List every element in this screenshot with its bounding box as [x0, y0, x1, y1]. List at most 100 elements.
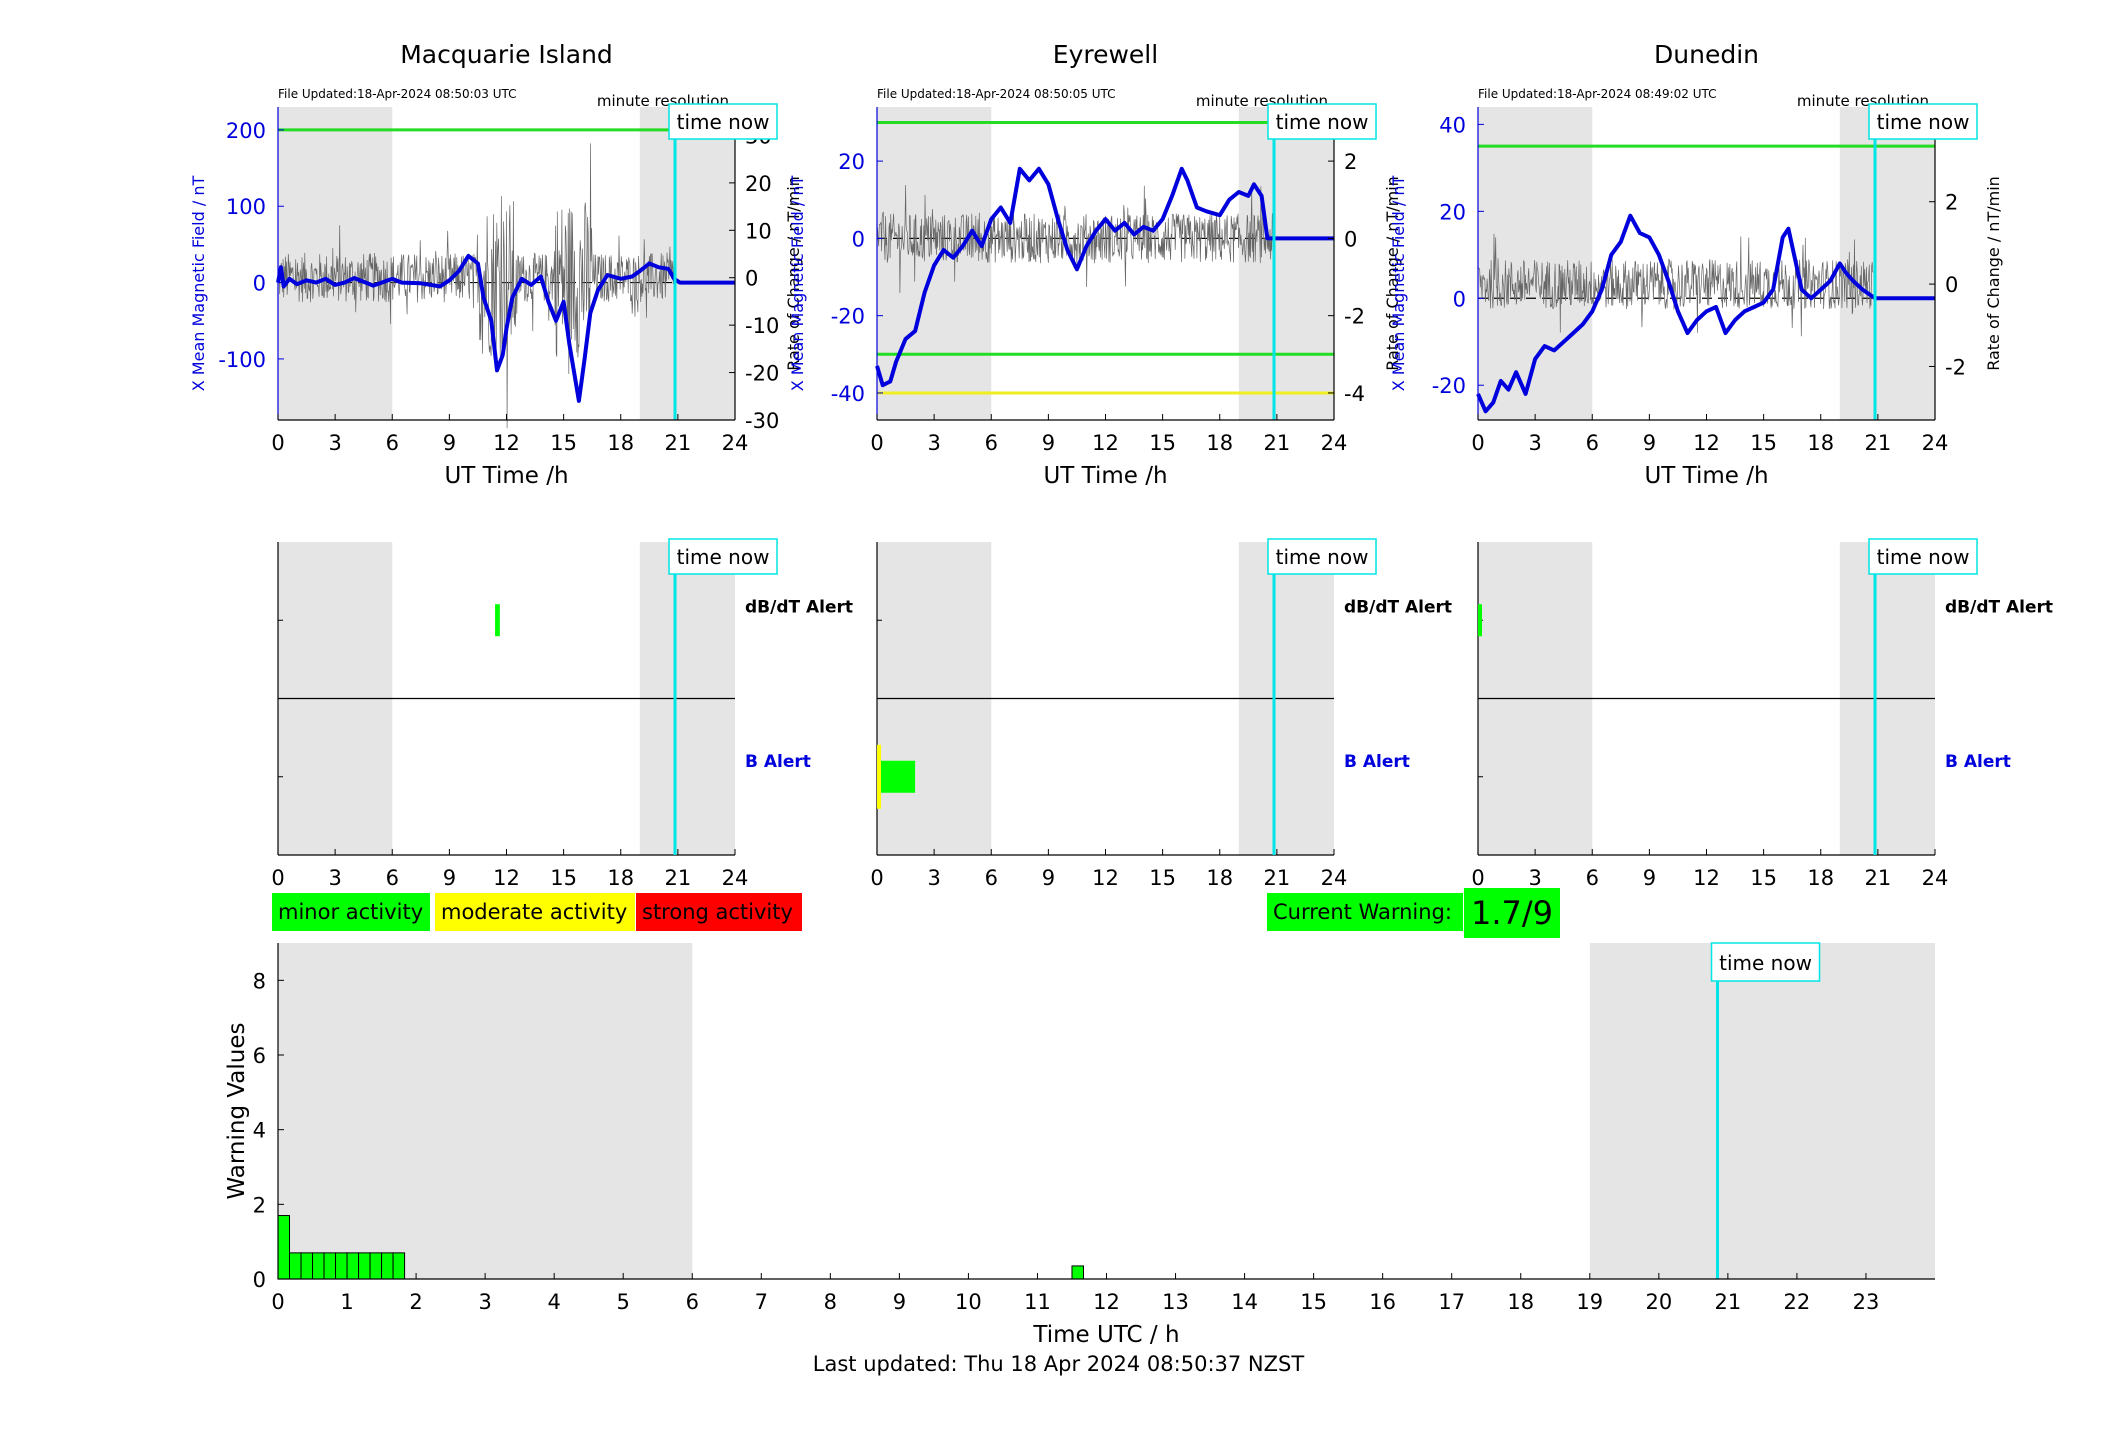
x-tick-label: 22: [1784, 1290, 1811, 1314]
x-mean-field-series: [875, 166, 1334, 388]
x-tick-label: 12: [1693, 866, 1720, 890]
y-axis-label-left: X Mean Magnetic Field / nT: [189, 176, 208, 392]
x-tick-label: 5: [617, 1290, 630, 1314]
x-tick-label: 0: [271, 431, 284, 455]
x-tick-label: 15: [550, 431, 577, 455]
time-now-box: [1868, 538, 1978, 575]
b-alert-label: B Alert: [745, 752, 811, 772]
y-tick-label-right: 0: [745, 267, 758, 291]
time-now-label: time now: [1276, 545, 1369, 569]
y-tick-label-right: -10: [745, 314, 779, 338]
y-tick-label-left: -40: [831, 382, 865, 406]
x-tick-label: 0: [271, 866, 284, 890]
current-warning-value: 1.7/9: [1464, 888, 1560, 938]
x-tick-label: 3: [1528, 431, 1541, 455]
y-axis-label-left: X Mean Magnetic Field / nT: [1389, 176, 1408, 392]
y-tick-label-left: 20: [838, 150, 865, 174]
alert-panel: 0 3 6 9 12 15 18 21 24 dB/dT Alert B Alert time now: [271, 538, 853, 890]
warning-bar: [335, 1252, 348, 1280]
y-tick-label-right: 2: [1945, 191, 1958, 215]
station-title: Macquarie Island: [400, 40, 613, 69]
x-tick-label: 24: [1321, 431, 1348, 455]
x-tick-label: 6: [1586, 431, 1599, 455]
x-tick-label: 9: [443, 866, 456, 890]
time-now-box: [1868, 103, 1978, 140]
y-tick-label-left: 20: [1439, 200, 1466, 224]
x-tick-label: 24: [1922, 431, 1949, 455]
x-tick-label: 0: [870, 866, 883, 890]
night-band: [1238, 107, 1334, 420]
y-tick-label: 6: [253, 1044, 266, 1068]
x-tick-label: 6: [686, 1290, 699, 1314]
x-tick-label: 12: [493, 431, 520, 455]
x-tick-label: 14: [1231, 1290, 1258, 1314]
legend-strong-activity: strong activity: [636, 893, 802, 931]
y-tick-label-left: -20: [831, 305, 865, 329]
x-tick-label: 21: [1715, 1290, 1742, 1314]
rate-of-change-series: [1477, 233, 1875, 337]
dbdt-alert-bar: [495, 604, 500, 637]
night-band: [1839, 107, 1935, 420]
x-tick-label: 18: [607, 866, 634, 890]
x-tick-label: 15: [1149, 431, 1176, 455]
alert-panel: 0 3 6 9 12 15 18 21 24 dB/dT Alert B Alert time now: [1471, 538, 2053, 890]
x-tick-label: 18: [1507, 1290, 1534, 1314]
x-axis-label: UT Time /h: [1644, 463, 1768, 489]
y-axis-label-left: X Mean Magnetic Field / nT: [788, 176, 807, 392]
warning-bar: [369, 1252, 383, 1280]
warning-bar: [323, 1252, 337, 1280]
x-tick-label: 3: [927, 866, 940, 890]
time-now-label: time now: [1877, 110, 1970, 134]
x-tick-label: 21: [665, 866, 692, 890]
station-title: Dunedin: [1654, 40, 1759, 69]
x-tick-label: 0: [1471, 431, 1484, 455]
x-tick-label: 12: [1092, 866, 1119, 890]
x-tick-label: 3: [328, 866, 341, 890]
night-band: [278, 107, 393, 420]
y-tick-label-right: -20: [745, 362, 779, 386]
x-tick-label: 24: [722, 866, 749, 890]
x-tick-label: 21: [665, 431, 692, 455]
time-now-box: [1267, 103, 1377, 140]
time-now-label: time now: [1719, 951, 1812, 975]
x-tick-label: 19: [1576, 1290, 1603, 1314]
time-now-box: [1267, 538, 1377, 575]
x-tick-label: 18: [1206, 866, 1233, 890]
y-tick-label-right: -30: [745, 409, 779, 433]
y-tick-label-right: -2: [1344, 305, 1365, 329]
y-tick-label-left: 100: [226, 195, 266, 219]
x-tick-label: 0: [870, 431, 883, 455]
b-alert-bar: [877, 760, 916, 793]
x-tick-label: 15: [1750, 866, 1777, 890]
y-tick-label-right: 0: [1945, 273, 1958, 297]
x-tick-label: 24: [722, 431, 749, 455]
x-tick-label: 15: [550, 866, 577, 890]
x-tick-label: 15: [1149, 866, 1176, 890]
station-title: Eyrewell: [1053, 40, 1158, 69]
x-tick-label: 9: [893, 1290, 906, 1314]
y-tick-label: 8: [253, 969, 266, 993]
x-tick-label: 18: [1807, 866, 1834, 890]
x-tick-label: 24: [1922, 866, 1949, 890]
x-tick-label: 6: [386, 431, 399, 455]
dbdt-alert-label: dB/dT Alert: [1344, 597, 1452, 617]
dbdt-alert-bar: [1478, 604, 1482, 637]
x-axis-label: Time UTC / h: [1032, 1322, 1179, 1348]
y-axis-label: Warning Values: [224, 1022, 250, 1199]
y-axis-label-right: Rate of Change / nT/min: [784, 176, 803, 371]
x-tick-label: 7: [755, 1290, 768, 1314]
file-updated-label: File Updated:18-Apr-2024 08:50:03 UTC: [278, 87, 517, 101]
warning-bar: [358, 1252, 371, 1280]
warning-bar: [346, 1252, 360, 1280]
file-updated-label: File Updated:18-Apr-2024 08:49:02 UTC: [1478, 87, 1717, 101]
time-now-box: [668, 538, 778, 575]
y-tick-label: 2: [253, 1193, 266, 1217]
x-mean-field-series: [276, 253, 735, 403]
x-tick-label: 0: [1471, 866, 1484, 890]
x-tick-label: 3: [927, 431, 940, 455]
y-axis-label-right: Rate of Change / nT/min: [1383, 176, 1402, 371]
